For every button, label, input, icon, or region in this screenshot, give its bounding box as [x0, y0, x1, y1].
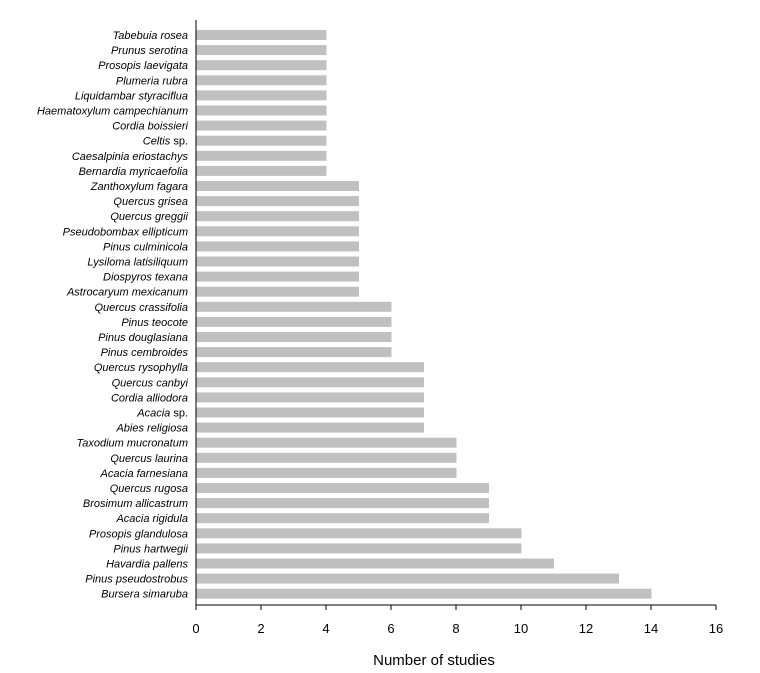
category-label-bernardia-myricaefolia: Bernardia myricaefolia [79, 166, 188, 178]
category-label-quercus-grisea: Quercus grisea [113, 196, 188, 208]
x-tick-label-0: 0 [192, 621, 199, 636]
bar-astrocaryum-mexicanum [196, 286, 359, 297]
bar-tabebuia-rosea [196, 30, 327, 40]
bar-quercus-greggii [196, 211, 359, 222]
bar-pinus-cembroides [196, 347, 392, 358]
bar-pinus-hartwegii [196, 543, 522, 554]
category-label-caesalpinia-eriostachys: Caesalpinia eriostachys [72, 151, 189, 163]
category-label-havardia-pallens: Havardia pallens [106, 559, 188, 571]
bar-prunus-serotina [196, 45, 327, 56]
x-tick-label-2: 2 [257, 621, 264, 636]
category-label-plumeria-rubra: Plumeria rubra [116, 75, 188, 87]
category-label-prosopis-laevigata: Prosopis laevigata [98, 60, 188, 72]
x-axis-ticks: 0 2 4 6 8 10 12 14 16 [192, 605, 723, 636]
bar-haematoxylum-campechianum [196, 105, 327, 116]
category-label-taxodium-mucronatum: Taxodium mucronatum [77, 438, 188, 450]
category-label-quercus-rysophylla: Quercus rysophylla [94, 362, 188, 374]
category-label-quercus-rugosa: Quercus rugosa [110, 483, 188, 495]
bar-acacia-sp [196, 407, 424, 418]
bar-quercus-grisea [196, 196, 359, 207]
category-label-prunus-serotina: Prunus serotina [111, 45, 188, 57]
category-label-pinus-douglasiana: Pinus douglasiana [98, 332, 188, 344]
bar-lysiloma-latisiliquum [196, 256, 359, 267]
bars-group [196, 30, 652, 599]
category-label-celtis-sp: Celtis sp. [143, 136, 188, 148]
bar-abies-religiosa [196, 422, 424, 433]
bar-bernardia-myricaefolia [196, 165, 327, 176]
category-label-haematoxylum-campechianum: Haematoxylum campechianum [37, 106, 188, 118]
x-tick-label-12: 12 [579, 621, 593, 636]
category-label-pinus-culminicola: Pinus culminicola [103, 241, 188, 253]
bar-pinus-douglasiana [196, 332, 392, 342]
x-tick-label-4: 4 [322, 621, 329, 636]
bar-caesalpinia-eriostachys [196, 150, 327, 161]
bar-quercus-rugosa [196, 483, 489, 493]
category-label-acacia-sp: Acacia sp. [136, 408, 188, 420]
category-label-prosopis-glandulosa: Prosopis glandulosa [89, 528, 188, 540]
bar-taxodium-mucronatum [196, 437, 457, 448]
category-label-acacia-farnesiana: Acacia farnesiana [100, 468, 188, 480]
category-label-pinus-pseudostrobus: Pinus pseudostrobus [85, 574, 188, 586]
bar-quercus-laurina [196, 452, 457, 463]
bar-quercus-rysophylla [196, 362, 424, 373]
x-tick-label-10: 10 [514, 621, 528, 636]
category-label-pseudobombax-ellipticum: Pseudobombax ellipticum [63, 226, 188, 238]
category-label-cordia-boissieri: Cordia boissieri [112, 121, 188, 133]
category-label-tabebuia-rosea: Tabebuia rosea [113, 30, 188, 42]
category-label-pinus-hartwegii: Pinus hartwegii [113, 543, 188, 555]
bar-cordia-alliodora [196, 392, 424, 403]
category-label-brosimum-allicastrum: Brosimum allicastrum [83, 498, 188, 510]
category-label-quercus-crassifolia: Quercus crassifolia [94, 302, 188, 314]
bar-havardia-pallens [196, 558, 554, 569]
category-label-diospyros-texana: Diospyros texana [103, 272, 188, 284]
category-label-quercus-greggii: Quercus greggii [110, 211, 188, 223]
category-label-astrocaryum-mexicanum: Astrocaryum mexicanum [66, 287, 188, 299]
bar-plumeria-rubra [196, 75, 327, 86]
category-label-acacia-rigidula: Acacia rigidula [115, 513, 188, 525]
x-axis-title: Number of studies [373, 652, 495, 669]
x-tick-label-14: 14 [644, 621, 658, 636]
bar-pinus-culminicola [196, 241, 359, 252]
bar-prosopis-glandulosa [196, 528, 522, 539]
bar-diospyros-texana [196, 271, 359, 282]
bar-quercus-crassifolia [196, 301, 392, 312]
bar-acacia-farnesiana [196, 467, 457, 478]
category-label-cordia-alliodora: Cordia alliodora [111, 392, 188, 404]
x-tick-label-6: 6 [387, 621, 394, 636]
bar-acacia-rigidula [196, 513, 489, 524]
bar-prosopis-laevigata [196, 60, 327, 71]
category-label-quercus-canbyi: Quercus canbyi [112, 377, 189, 389]
category-label-liquidambar-styraciflua: Liquidambar styraciflua [75, 90, 188, 102]
bar-pinus-pseudostrobus [196, 573, 619, 584]
bar-brosimum-allicastrum [196, 498, 489, 509]
bar-zanthoxylum-fagara [196, 181, 359, 191]
bar-quercus-canbyi [196, 377, 424, 388]
category-label-bursera-simaruba: Bursera simaruba [101, 589, 188, 601]
category-labels: Tabebuia rosea Prunus serotina Prosopis la… [37, 30, 189, 601]
x-tick-label-16: 16 [709, 621, 723, 636]
x-tick-label-8: 8 [452, 621, 459, 636]
bar-bursera-simaruba [196, 588, 652, 599]
bar-liquidambar-styraciflua [196, 90, 327, 101]
category-label-lysiloma-latisiliquum: Lysiloma latisiliquum [87, 257, 188, 269]
category-label-quercus-laurina: Quercus laurina [110, 453, 188, 465]
bar-pinus-teocote [196, 316, 392, 327]
category-label-zanthoxylum-fagara: Zanthoxylum fagara [90, 181, 188, 193]
bar-celtis-sp [196, 135, 327, 146]
bar-cordia-boissieri [196, 120, 327, 131]
category-label-pinus-cembroides: Pinus cembroides [101, 347, 189, 359]
category-label-abies-religiosa: Abies religiosa [115, 423, 188, 435]
category-label-pinus-teocote: Pinus teocote [121, 317, 188, 329]
bar-pseudobombax-ellipticum [196, 226, 359, 237]
